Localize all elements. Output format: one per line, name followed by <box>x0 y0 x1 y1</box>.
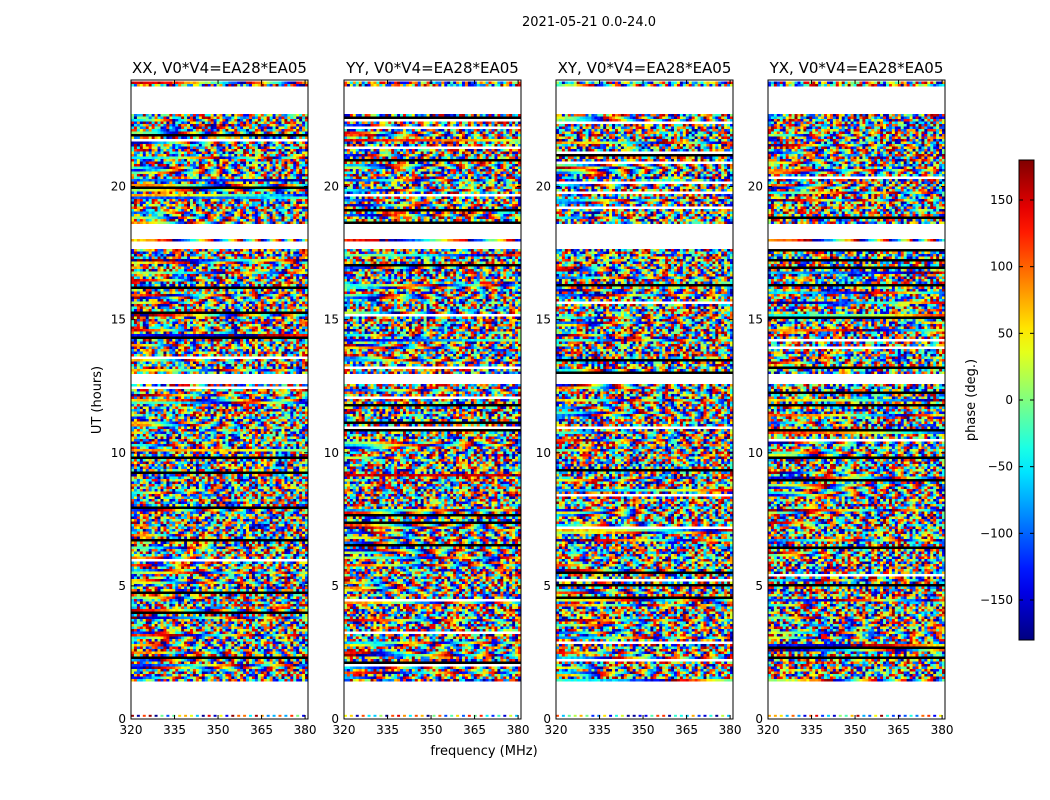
panel-title: YY, V0*V4=EA28*EA05 <box>345 59 519 77</box>
y-axis-label: UT (hours) <box>90 366 105 434</box>
x-tick-label: 350 <box>632 723 655 737</box>
y-tick-label: 15 <box>536 313 551 327</box>
y-tick-label: 15 <box>324 313 339 327</box>
x-tick-label: 335 <box>588 723 611 737</box>
panel-title: YX, V0*V4=EA28*EA05 <box>769 59 944 77</box>
panel-frame <box>343 79 522 720</box>
y-tick-label: 15 <box>748 313 763 327</box>
x-tick-label: 320 <box>120 723 143 737</box>
heatmap-cells <box>344 81 522 717</box>
x-tick-label: 350 <box>844 723 867 737</box>
x-tick-label: 335 <box>163 723 186 737</box>
y-tick-label: 5 <box>543 579 551 593</box>
x-axis-label: frequency (MHz) <box>430 744 537 759</box>
y-tick-label: 5 <box>118 579 126 593</box>
y-tick-label: 0 <box>755 712 763 726</box>
x-tick-label: 320 <box>757 723 780 737</box>
colorbar-tick-label: −150 <box>980 593 1013 607</box>
y-tick-label: 0 <box>543 712 551 726</box>
x-tick-label: 380 <box>931 723 954 737</box>
panel-yx: YX, V0*V4=EA28*EA05 320 335 350 365 380 0 5 10 15… <box>748 59 954 737</box>
y-tick-label: 20 <box>111 180 126 194</box>
y-tick-label: 10 <box>111 446 126 460</box>
panels-group: XX, V0*V4=EA28*EA05 320 335 350 365 380 0 5 10 15… <box>111 59 954 737</box>
x-tick-label: 350 <box>207 723 230 737</box>
colorbar-label: phase (deg.) <box>964 359 979 441</box>
x-tick-label: 320 <box>333 723 356 737</box>
x-tick-label: 365 <box>463 723 486 737</box>
panel-frame <box>130 79 309 720</box>
colorbar: −150 −100 −50 0 50 100 150 phase (deg.) <box>964 159 1035 641</box>
panel-xx: XX, V0*V4=EA28*EA05 320 335 350 365 380 0 5 10 15… <box>111 59 317 737</box>
x-tick-label: 380 <box>719 723 742 737</box>
colorbar-tick-label: 0 <box>1005 393 1013 407</box>
y-tick-label: 15 <box>111 313 126 327</box>
colorbar-tick-label: 150 <box>990 193 1013 207</box>
panel-xy: XY, V0*V4=EA28*EA05 320 335 350 365 380 0 5 10 15… <box>536 59 742 737</box>
panel-frame <box>767 79 946 720</box>
y-tick-label: 20 <box>536 180 551 194</box>
panel-title: XX, V0*V4=EA28*EA05 <box>132 59 307 77</box>
y-tick-label: 0 <box>331 712 339 726</box>
y-tick-label: 20 <box>748 180 763 194</box>
x-tick-label: 380 <box>294 723 317 737</box>
x-tick-label: 335 <box>800 723 823 737</box>
x-tick-label: 365 <box>675 723 698 737</box>
heatmap-cells <box>131 81 309 717</box>
x-tick-label: 320 <box>545 723 568 737</box>
x-tick-label: 350 <box>420 723 443 737</box>
y-tick-label: 10 <box>324 446 339 460</box>
figure-suptitle: 2021-05-21 0.0-24.0 <box>522 15 656 30</box>
colorbar-tick-label: −50 <box>988 460 1013 474</box>
y-tick-label: 20 <box>324 180 339 194</box>
panel-yy: YY, V0*V4=EA28*EA05 320 335 350 365 380 0 5 10 15… <box>324 59 530 737</box>
x-tick-label: 380 <box>507 723 530 737</box>
colorbar-tick-label: −100 <box>980 526 1013 540</box>
y-tick-label: 5 <box>755 579 763 593</box>
y-tick-label: 5 <box>331 579 339 593</box>
heatmap-cells <box>768 81 946 717</box>
y-tick-label: 0 <box>118 712 126 726</box>
x-tick-label: 365 <box>887 723 910 737</box>
panel-title: XY, V0*V4=EA28*EA05 <box>558 59 732 77</box>
colorbar-tick-label: 100 <box>990 260 1013 274</box>
heatmap-cells <box>556 81 734 717</box>
y-tick-label: 10 <box>748 446 763 460</box>
panel-frame <box>555 79 734 720</box>
x-tick-label: 365 <box>250 723 273 737</box>
x-tick-label: 335 <box>376 723 399 737</box>
colorbar-tick-label: 50 <box>998 326 1013 340</box>
y-tick-label: 10 <box>536 446 551 460</box>
